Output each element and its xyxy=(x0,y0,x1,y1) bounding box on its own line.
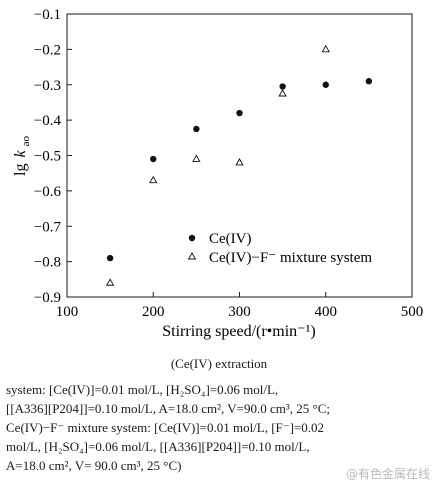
x-tick-label: 100 xyxy=(56,304,79,320)
caption-body: system: [Ce(IV)]=0.01 mol/L, [H₂SO₄]=0.0… xyxy=(6,380,432,475)
data-point-ce-iv xyxy=(322,81,329,88)
y-axis-label-subscript: ao xyxy=(20,136,32,147)
legend-label-ce-iv-f-mixture: Ce(IV)−F⁻ mixture system xyxy=(209,250,372,266)
data-point-ce-iv xyxy=(150,155,157,163)
y-axis-label: lg k ao xyxy=(12,136,32,176)
caption-line-1: system: [Ce(IV)]=0.01 mol/L, [H₂SO₄]=0.0… xyxy=(6,382,279,397)
data-point-ce-iv xyxy=(365,78,373,85)
data-point-ce-iv-f-mixture xyxy=(105,278,115,286)
legend-label-ce-iv: Ce(IV) xyxy=(209,231,251,247)
caption-line-5: A=18.0 cm², V= 90.0 cm³, 25 °C) xyxy=(6,458,182,473)
y-tick-label: −0.7 xyxy=(34,219,62,235)
legend: Ce(IV) Ce(IV)−F⁻ mixture system xyxy=(187,231,372,266)
watermark: @有色金属在线 xyxy=(345,467,430,481)
caption-line-2: [[A336][P204]]=0.10 mol/L, A=18.0 cm², V… xyxy=(6,401,330,416)
caption-title: (Ce(IV) extraction xyxy=(170,356,268,371)
scatter-chart: 100 200 300 400 500 −0.1 −0.2 −0.3 −0.4 −0.5 −0.6… xyxy=(12,7,424,340)
x-tick-label: 500 xyxy=(401,304,424,320)
legend-marker-ce-iv-f-mixture xyxy=(187,252,197,260)
y-axis-label-lg: lg xyxy=(12,164,29,176)
data-point-ce-iv xyxy=(106,254,114,262)
x-axis-ticks: 100 200 300 400 500 xyxy=(56,292,424,320)
data-point-ce-iv xyxy=(236,109,243,117)
data-point-ce-iv xyxy=(279,83,286,90)
y-axis-label-k: k xyxy=(12,150,29,158)
caption-line-4: mol/L, [H₂SO₄]=0.06 mol/L, [[A336][P204]… xyxy=(6,439,310,454)
data-point-ce-iv-f-mixture xyxy=(235,158,244,166)
y-tick-label: −0.3 xyxy=(34,78,61,94)
data-point-ce-iv-f-mixture xyxy=(321,44,330,53)
x-tick-label: 200 xyxy=(142,304,165,320)
legend-marker-ce-iv xyxy=(188,234,196,242)
y-tick-label: −0.6 xyxy=(34,184,62,200)
y-tick-label: −0.4 xyxy=(34,113,62,129)
x-axis-label: Stirring speed/(r•min⁻¹) xyxy=(162,323,315,340)
y-tick-label: −0.8 xyxy=(34,255,61,271)
data-point-ce-iv-f-mixture xyxy=(192,154,201,162)
y-tick-label: −0.5 xyxy=(34,149,61,165)
y-tick-label: −0.1 xyxy=(34,7,61,23)
y-tick-label: −0.2 xyxy=(34,42,61,58)
data-point-ce-iv xyxy=(193,125,200,133)
data-points xyxy=(105,44,373,286)
x-tick-label: 400 xyxy=(315,304,338,320)
x-tick-label: 300 xyxy=(228,304,251,320)
data-point-ce-iv-f-mixture xyxy=(149,175,158,184)
y-tick-label: −0.9 xyxy=(34,290,61,306)
y-axis-ticks: −0.1 −0.2 −0.3 −0.4 −0.5 −0.6 −0.7 −0.8 −0.9 xyxy=(34,7,72,306)
data-point-ce-iv-f-mixture xyxy=(278,89,287,97)
caption-line-3: Ce(IV)−F⁻ mixture system: [Ce(IV)]=0.01 … xyxy=(6,420,325,435)
